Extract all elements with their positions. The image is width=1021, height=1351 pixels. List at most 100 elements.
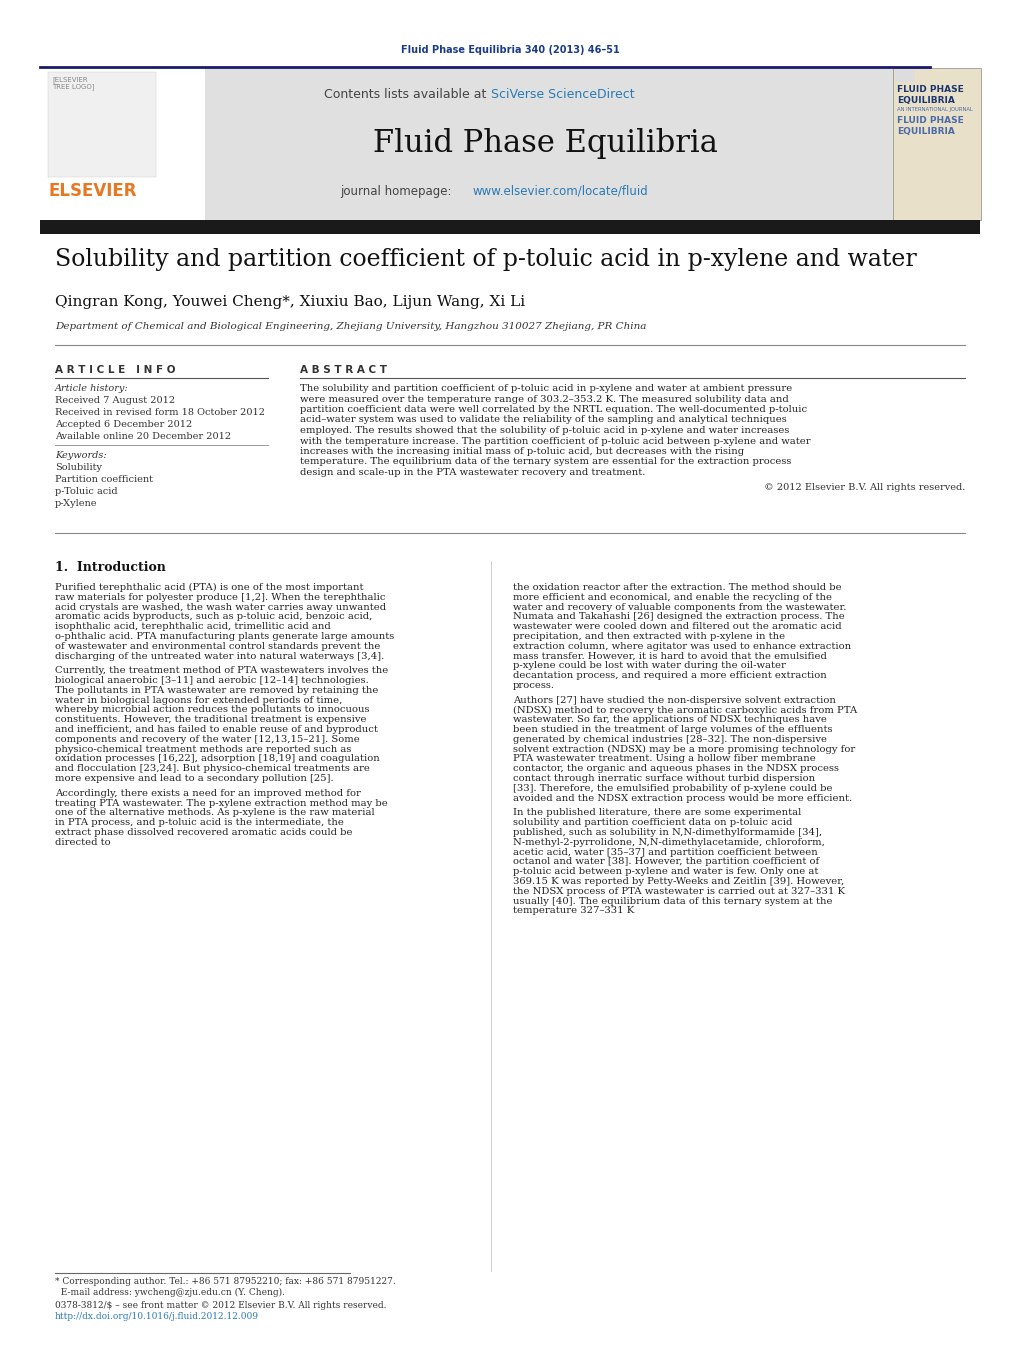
Text: aromatic acids byproducts, such as p-toluic acid, benzoic acid,: aromatic acids byproducts, such as p-tol… [55, 612, 373, 621]
Text: In the published literature, there are some experimental: In the published literature, there are s… [513, 808, 801, 817]
Text: the NDSX process of PTA wastewater is carried out at 327–331 K: the NDSX process of PTA wastewater is ca… [513, 886, 845, 896]
Text: components and recovery of the water [12,13,15–21]. Some: components and recovery of the water [12… [55, 735, 359, 744]
Text: 369.15 K was reported by Petty-Weeks and Zeitlin [39]. However,: 369.15 K was reported by Petty-Weeks and… [513, 877, 844, 886]
Text: Solubility: Solubility [55, 463, 102, 471]
Text: © 2012 Elsevier B.V. All rights reserved.: © 2012 Elsevier B.V. All rights reserved… [764, 482, 965, 492]
Text: Article history:: Article history: [55, 384, 129, 393]
Text: [33]. Therefore, the emulsified probability of p-xylene could be: [33]. Therefore, the emulsified probabil… [513, 784, 832, 793]
Text: decantation process, and required a more efficient extraction: decantation process, and required a more… [513, 671, 827, 680]
Text: Keywords:: Keywords: [55, 451, 106, 459]
Text: water and recovery of valuable components from the wastewater.: water and recovery of valuable component… [513, 603, 846, 612]
Text: increases with the increasing initial mass of p-toluic acid, but decreases with : increases with the increasing initial ma… [300, 447, 744, 457]
Text: water in biological lagoons for extended periods of time,: water in biological lagoons for extended… [55, 696, 342, 705]
Text: published, such as solubility in N,N-dimethylformamide [34],: published, such as solubility in N,N-dim… [513, 828, 822, 838]
Text: constituents. However, the traditional treatment is expensive: constituents. However, the traditional t… [55, 715, 367, 724]
Text: physico-chemical treatment methods are reported such as: physico-chemical treatment methods are r… [55, 744, 351, 754]
Text: generated by chemical industries [28–32]. The non-dispersive: generated by chemical industries [28–32]… [513, 735, 827, 744]
Text: biological anaerobic [3–11] and aerobic [12–14] technologies.: biological anaerobic [3–11] and aerobic … [55, 676, 369, 685]
Text: wastewater. So far, the applications of NDSX techniques have: wastewater. So far, the applications of … [513, 715, 827, 724]
Text: Accordingly, there exists a need for an improved method for: Accordingly, there exists a need for an … [55, 789, 360, 798]
Text: [ELSEVIER
TREE LOGO]: [ELSEVIER TREE LOGO] [52, 76, 95, 91]
Text: extraction column, where agitator was used to enhance extraction: extraction column, where agitator was us… [513, 642, 852, 651]
Text: (NDSX) method to recovery the aromatic carboxylic acids from PTA: (NDSX) method to recovery the aromatic c… [513, 705, 858, 715]
Text: isophthalic acid, terephthalic acid, trimellitic acid and: isophthalic acid, terephthalic acid, tri… [55, 623, 331, 631]
Text: partition coefficient data were well correlated by the NRTL equation. The well-d: partition coefficient data were well cor… [300, 405, 808, 413]
Text: The solubility and partition coefficient of p-toluic acid in p-xylene and water : The solubility and partition coefficient… [300, 384, 792, 393]
Text: Available online 20 December 2012: Available online 20 December 2012 [55, 432, 231, 440]
Bar [893, 68, 981, 220]
Bar [40, 68, 205, 220]
Text: in PTA process, and p-toluic acid is the intermediate, the: in PTA process, and p-toluic acid is the… [55, 819, 344, 827]
Text: and inefficient, and has failed to enable reuse of and byproduct: and inefficient, and has failed to enabl… [55, 725, 378, 734]
Text: Fluid Phase Equilibria: Fluid Phase Equilibria [373, 128, 718, 159]
Text: avoided and the NDSX extraction process would be more efficient.: avoided and the NDSX extraction process … [513, 793, 853, 802]
Text: Purified terephthalic acid (PTA) is one of the most important: Purified terephthalic acid (PTA) is one … [55, 584, 363, 592]
Text: were measured over the temperature range of 303.2–353.2 K. The measured solubili: were measured over the temperature range… [300, 394, 789, 404]
Text: usually [40]. The equilibrium data of this ternary system at the: usually [40]. The equilibrium data of th… [513, 897, 832, 905]
Text: * Corresponding author. Tel.: +86 571 87952210; fax: +86 571 87951227.: * Corresponding author. Tel.: +86 571 87… [55, 1277, 396, 1286]
Text: Accepted 6 December 2012: Accepted 6 December 2012 [55, 420, 192, 430]
Text: design and scale-up in the PTA wastewater recovery and treatment.: design and scale-up in the PTA wastewate… [300, 467, 645, 477]
Text: mass transfer. However, it is hard to avoid that the emulsified: mass transfer. However, it is hard to av… [513, 651, 827, 661]
Text: Contents lists available at: Contents lists available at [324, 88, 490, 101]
Text: with the temperature increase. The partition coefficient of p-toluic acid betwee: with the temperature increase. The parti… [300, 436, 811, 446]
Text: ELSEVIER: ELSEVIER [48, 182, 137, 200]
Text: FLUID PHASE: FLUID PHASE [897, 116, 964, 126]
Text: www.elsevier.com/locate/fluid: www.elsevier.com/locate/fluid [472, 185, 647, 199]
Text: of wastewater and environmental control standards prevent the: of wastewater and environmental control … [55, 642, 381, 651]
Text: A R T I C L E   I N F O: A R T I C L E I N F O [55, 365, 176, 376]
Text: employed. The results showed that the solubility of p-toluic acid in p-xylene an: employed. The results showed that the so… [300, 426, 789, 435]
Text: the oxidation reactor after the extraction. The method should be: the oxidation reactor after the extracti… [513, 584, 841, 592]
Text: oxidation processes [16,22], adsorption [18,19] and coagulation: oxidation processes [16,22], adsorption … [55, 754, 380, 763]
Text: contactor, the organic and aqueous phases in the NDSX process: contactor, the organic and aqueous phase… [513, 765, 839, 773]
Text: extract phase dissolved recovered aromatic acids could be: extract phase dissolved recovered aromat… [55, 828, 352, 838]
Text: p-Toluic acid: p-Toluic acid [55, 486, 117, 496]
Text: acetic acid, water [35–37] and partition coefficient between: acetic acid, water [35–37] and partition… [513, 847, 818, 857]
Text: been studied in the treatment of large volumes of the effluents: been studied in the treatment of large v… [513, 725, 832, 734]
Bar [895, 70, 915, 82]
Text: E-mail address: ywcheng@zju.edu.cn (Y. Cheng).: E-mail address: ywcheng@zju.edu.cn (Y. C… [55, 1288, 285, 1297]
Text: Authors [27] have studied the non-dispersive solvent extraction: Authors [27] have studied the non-disper… [513, 696, 836, 705]
Text: and flocculation [23,24]. But physico-chemical treatments are: and flocculation [23,24]. But physico-ch… [55, 765, 370, 773]
Text: one of the alternative methods. As p-xylene is the raw material: one of the alternative methods. As p-xyl… [55, 808, 375, 817]
Text: PTA wastewater treatment. Using a hollow fiber membrane: PTA wastewater treatment. Using a hollow… [513, 754, 816, 763]
Text: acid–water system was used to validate the reliability of the sampling and analy: acid–water system was used to validate t… [300, 416, 787, 424]
Text: temperature. The equilibrium data of the ternary system are essential for the ex: temperature. The equilibrium data of the… [300, 458, 791, 466]
Text: The pollutants in PTA wastewater are removed by retaining the: The pollutants in PTA wastewater are rem… [55, 686, 379, 694]
Bar [40, 220, 980, 234]
Text: p-xylene could be lost with water during the oil-water: p-xylene could be lost with water during… [513, 662, 786, 670]
Text: solvent extraction (NDSX) may be a more promising technology for: solvent extraction (NDSX) may be a more … [513, 744, 856, 754]
Text: raw materials for polyester produce [1,2]. When the terephthalic: raw materials for polyester produce [1,2… [55, 593, 386, 601]
Text: 0378-3812/$ – see front matter © 2012 Elsevier B.V. All rights reserved.: 0378-3812/$ – see front matter © 2012 El… [55, 1301, 387, 1310]
Text: Fluid Phase Equilibria 340 (2013) 46–51: Fluid Phase Equilibria 340 (2013) 46–51 [401, 45, 620, 55]
Text: o-phthalic acid. PTA manufacturing plants generate large amounts: o-phthalic acid. PTA manufacturing plant… [55, 632, 394, 640]
Bar [48, 72, 156, 177]
Text: AN INTERNATIONAL JOURNAL: AN INTERNATIONAL JOURNAL [897, 107, 973, 112]
Text: 1.  Introduction: 1. Introduction [55, 561, 165, 574]
Text: more expensive and lead to a secondary pollution [25].: more expensive and lead to a secondary p… [55, 774, 334, 784]
Text: contact through inerratic surface without turbid dispersion: contact through inerratic surface withou… [513, 774, 815, 784]
Text: solubility and partition coefficient data on p-toluic acid: solubility and partition coefficient dat… [513, 819, 792, 827]
Text: p-toluic acid between p-xylene and water is few. Only one at: p-toluic acid between p-xylene and water… [513, 867, 819, 877]
Text: Numata and Takahashi [26] designed the extraction process. The: Numata and Takahashi [26] designed the e… [513, 612, 844, 621]
Text: Received in revised form 18 October 2012: Received in revised form 18 October 2012 [55, 408, 265, 417]
Text: Qingran Kong, Youwei Cheng*, Xiuxiu Bao, Lijun Wang, Xi Li: Qingran Kong, Youwei Cheng*, Xiuxiu Bao,… [55, 295, 525, 309]
Text: N-methyl-2-pyrrolidone, N,N-dimethylacetamide, chloroform,: N-methyl-2-pyrrolidone, N,N-dimethylacet… [513, 838, 825, 847]
Text: discharging of the untreated water into natural waterways [3,4].: discharging of the untreated water into … [55, 651, 384, 661]
Text: whereby microbial action reduces the pollutants to innocuous: whereby microbial action reduces the pol… [55, 705, 370, 715]
Text: temperature 327–331 K: temperature 327–331 K [513, 907, 634, 916]
Text: process.: process. [513, 681, 555, 690]
Text: wastewater were cooled down and filtered out the aromatic acid: wastewater were cooled down and filtered… [513, 623, 841, 631]
Text: SciVerse ScienceDirect: SciVerse ScienceDirect [490, 88, 634, 101]
Text: octanol and water [38]. However, the partition coefficient of: octanol and water [38]. However, the par… [513, 858, 819, 866]
Text: treating PTA wastewater. The p-xylene extraction method may be: treating PTA wastewater. The p-xylene ex… [55, 798, 388, 808]
Text: acid crystals are washed, the wash water carries away unwanted: acid crystals are washed, the wash water… [55, 603, 386, 612]
Text: more efficient and economical, and enable the recycling of the: more efficient and economical, and enabl… [513, 593, 832, 601]
Text: FLUID PHASE: FLUID PHASE [897, 85, 964, 95]
Text: Solubility and partition coefficient of p-toluic acid in p-xylene and water: Solubility and partition coefficient of … [55, 249, 917, 272]
Bar [40, 68, 900, 220]
Text: EQUILIBRIA: EQUILIBRIA [897, 127, 955, 136]
Text: Received 7 August 2012: Received 7 August 2012 [55, 396, 176, 405]
Text: journal homepage:: journal homepage: [340, 185, 455, 199]
Text: Department of Chemical and Biological Engineering, Zhejiang University, Hangzhou: Department of Chemical and Biological En… [55, 322, 646, 331]
